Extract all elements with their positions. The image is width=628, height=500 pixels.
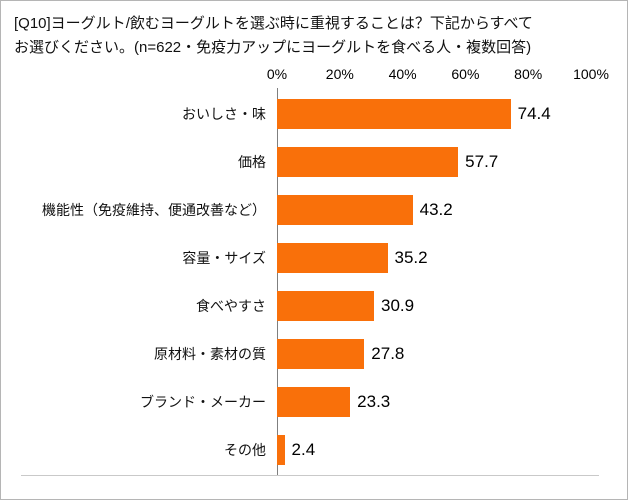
bar-track: 35.2	[277, 234, 591, 282]
bar-chart: 0% 20% 40% 60% 80% 100% おいしさ・味 74.4 価格 57.7 機能性（免…	[15, 66, 613, 482]
x-tick-label: 40%	[388, 66, 417, 82]
bar	[277, 195, 413, 225]
bar-track: 2.4	[277, 426, 591, 474]
category-label: おいしさ・味	[182, 106, 266, 122]
chart-title: [Q10]ヨーグルト/飲むヨーグルトを選ぶ時に重視することは？下記からすべて お…	[1, 1, 627, 60]
bar	[277, 147, 459, 177]
chart-title-line1: [Q10]ヨーグルト/飲むヨーグルトを選ぶ時に重視することは？下記からすべて	[14, 15, 533, 32]
bar-track: 23.3	[277, 378, 591, 426]
value-label: 35.2	[394, 248, 428, 267]
bar	[277, 387, 351, 417]
value-label: 23.3	[357, 392, 391, 411]
bar	[277, 339, 365, 369]
value-label: 43.2	[419, 200, 453, 219]
bar-track: 30.9	[277, 282, 591, 330]
x-axis: 0% 20% 40% 60% 80% 100%	[267, 66, 609, 88]
bar	[277, 243, 388, 273]
bar-track: 74.4	[277, 90, 591, 138]
category-label: 食べやすさ	[196, 298, 266, 314]
bar	[277, 435, 285, 465]
bar-row: 価格 57.7	[15, 138, 613, 186]
value-label: 27.8	[371, 344, 405, 363]
bar-row: おいしさ・味 74.4	[15, 90, 613, 138]
bar-rows: おいしさ・味 74.4 価格 57.7 機能性（免疫維持、便通改善など） 43.2 容量・サ…	[15, 90, 613, 474]
bar	[277, 99, 511, 129]
bar-row: その他 2.4	[15, 426, 613, 474]
bar-row: ブランド・メーカー 23.3	[15, 378, 613, 426]
category-label: 価格	[238, 154, 266, 170]
bar-row: 原材料・素材の質 27.8	[15, 330, 613, 378]
x-tick-label: 20%	[325, 66, 354, 82]
bar	[277, 291, 375, 321]
bar-row: 機能性（免疫維持、便通改善など） 43.2	[15, 186, 613, 234]
bar-track: 27.8	[277, 330, 591, 378]
bar-track: 57.7	[277, 138, 591, 186]
category-label: ブランド・メーカー	[140, 394, 266, 410]
x-tick-label: 80%	[514, 66, 543, 82]
x-tick-label: 100%	[573, 66, 609, 82]
x-tick-label: 60%	[451, 66, 480, 82]
value-label: 57.7	[465, 152, 499, 171]
category-label: その他	[224, 442, 266, 458]
value-label: 74.4	[517, 104, 551, 123]
chart-title-line2: お選びください。(n=622・免疫力アップにヨーグルトを食べる人・複数回答)	[14, 39, 532, 56]
bar-track: 43.2	[277, 186, 591, 234]
category-label: 容量・サイズ	[182, 250, 266, 266]
bar-row: 食べやすさ 30.9	[15, 282, 613, 330]
x-tick-label: 0%	[266, 66, 288, 82]
bar-row: 容量・サイズ 35.2	[15, 234, 613, 282]
value-label: 2.4	[291, 440, 316, 459]
y-axis-line	[277, 88, 278, 476]
category-label: 原材料・素材の質	[154, 346, 266, 362]
x-axis-line	[21, 475, 599, 476]
value-label: 30.9	[381, 296, 415, 315]
category-label: 機能性（免疫維持、便通改善など）	[42, 202, 266, 218]
